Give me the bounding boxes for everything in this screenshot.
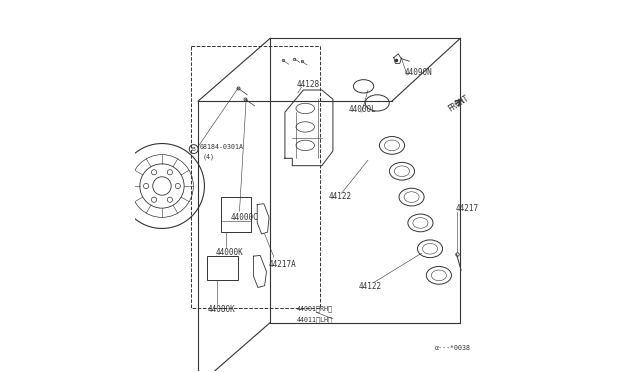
Text: 44217A: 44217A — [269, 260, 297, 269]
Text: α···*0038: α···*0038 — [435, 345, 470, 351]
Text: 44122: 44122 — [358, 282, 381, 291]
Text: 44128: 44128 — [297, 80, 320, 89]
Text: FRONT: FRONT — [446, 93, 470, 113]
Text: 08184-0301A: 08184-0301A — [200, 144, 244, 150]
Text: 44000C: 44000C — [230, 213, 259, 222]
Text: 44001〈RH〉: 44001〈RH〉 — [297, 305, 333, 312]
Text: 44090N: 44090N — [405, 68, 433, 77]
Text: 44122: 44122 — [329, 192, 352, 201]
Text: 44217: 44217 — [456, 204, 479, 214]
Text: 44080K: 44080K — [207, 305, 235, 314]
Text: B: B — [192, 147, 196, 151]
Bar — [207, 256, 237, 280]
Bar — [221, 197, 252, 232]
Text: (4): (4) — [203, 153, 215, 160]
Text: 44000L: 44000L — [349, 105, 376, 114]
Text: 44000K: 44000K — [216, 248, 244, 257]
Text: 44011〈LH〉: 44011〈LH〉 — [297, 316, 333, 323]
